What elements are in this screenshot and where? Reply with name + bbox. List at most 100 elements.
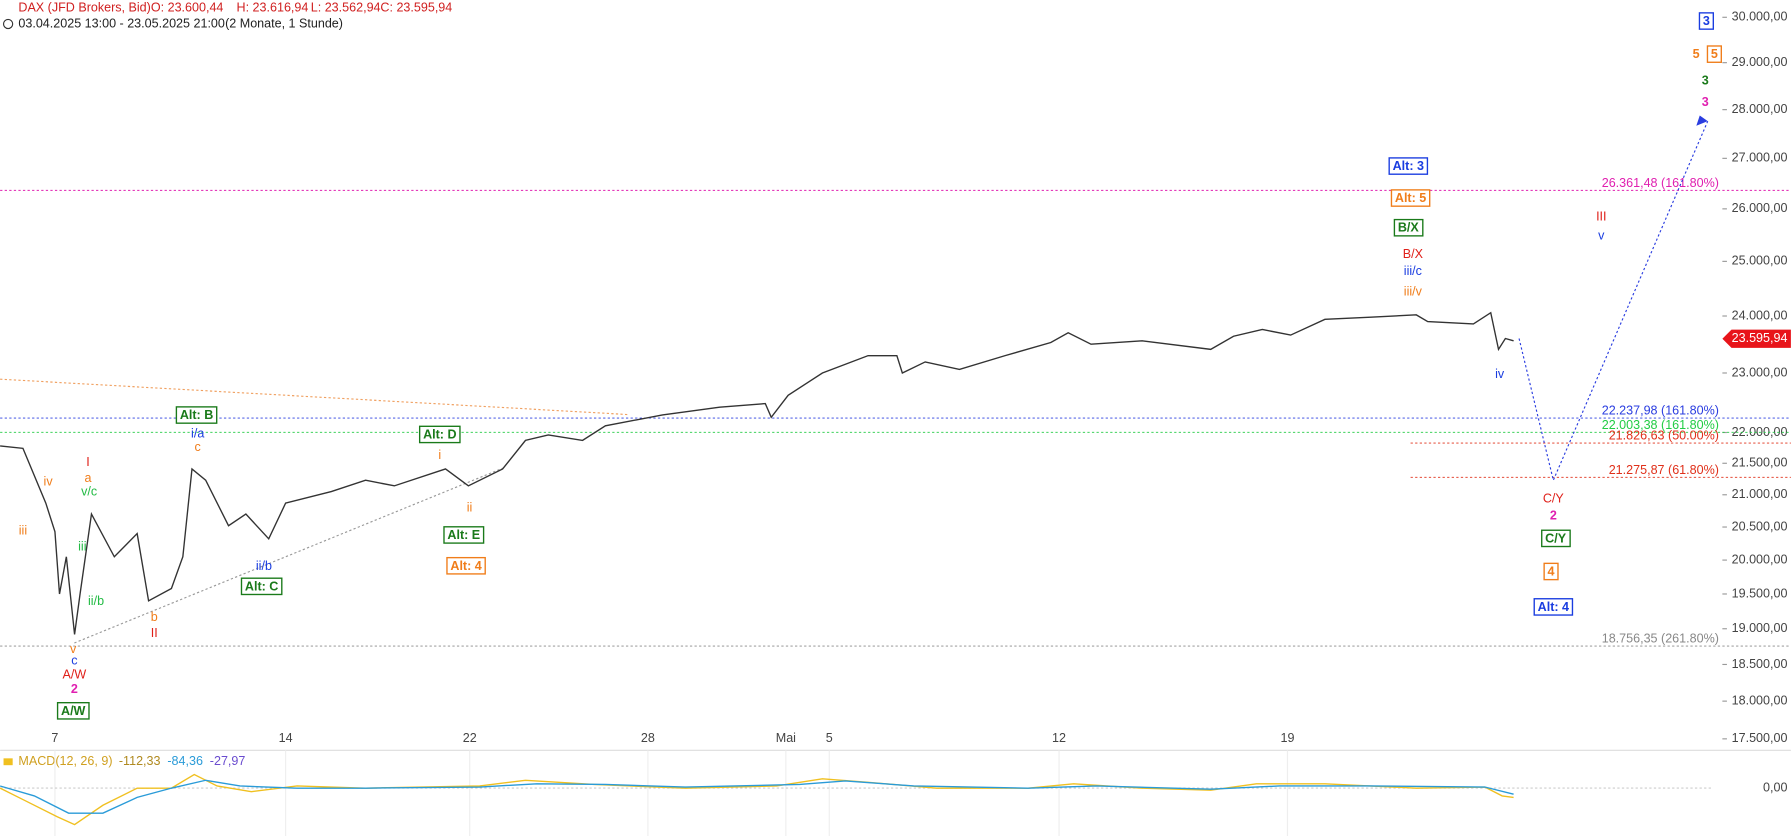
wave-label: 2 (71, 682, 78, 696)
macd-readout: -84,36 (167, 754, 203, 768)
wave-label: iii/c (1404, 264, 1422, 278)
wave-label-box (443, 526, 485, 544)
y-tick-label: 27.000,00 (1732, 151, 1788, 165)
wave-label-boxed: A/W (56, 701, 90, 720)
wave-label-box (1541, 529, 1571, 548)
header-high: H: 23.616,94 (237, 0, 309, 14)
wave-label: b (151, 610, 158, 624)
wave-label-text: B/X (1398, 221, 1420, 235)
y-tick-label: 20.500,00 (1732, 519, 1788, 533)
wave-label-box (175, 406, 218, 424)
wave-label-text: iii/c (1404, 264, 1422, 278)
wave-label-text: i (438, 448, 441, 462)
wave-label: 5 (1693, 47, 1700, 61)
wave-label-text: 5 (1711, 47, 1718, 61)
wave-label: A/W (62, 667, 86, 681)
wave-label: 3 (1702, 95, 1709, 109)
y-tick-label: 25.000,00 (1732, 254, 1788, 268)
wave-label: iii/v (1404, 285, 1423, 299)
wave-label: c (195, 440, 201, 454)
wave-label-text: ii/b (256, 559, 272, 573)
wave-label-boxed: Alt: 4 (446, 556, 486, 575)
wave-label-text: Alt: 4 (450, 559, 481, 573)
wave-label: ii/b (256, 559, 272, 573)
x-tick-label: 7 (51, 731, 58, 745)
y-tick-label: 18.000,00 (1732, 693, 1788, 707)
header-open: O: 23.600,44 (151, 0, 224, 14)
macd-icon (3, 758, 13, 766)
wave-label: iv (1495, 367, 1505, 381)
wave-label-text: 3 (1702, 95, 1709, 109)
price-line (0, 779, 1514, 814)
wave-label-text: iii/v (1404, 285, 1423, 299)
wave-label: iv (44, 474, 54, 488)
wave-label-text: 2 (71, 682, 78, 696)
y-tick-label: 23.000,00 (1732, 365, 1788, 379)
y-tick-label: 26.000,00 (1732, 201, 1788, 215)
y-tick-label: 30.000,00 (1732, 10, 1788, 24)
y-tick-label: 24.000,00 (1732, 308, 1788, 322)
wave-label-text: iii (19, 523, 27, 537)
wave-label-text: Alt: D (423, 427, 456, 441)
projection-arrow (1696, 115, 1708, 126)
wave-label: B/X (1403, 247, 1424, 261)
wave-label-text: 3 (1703, 14, 1710, 28)
wave-label-text: iv (44, 474, 54, 488)
y-tick-label: 19.500,00 (1732, 586, 1788, 600)
wave-label-boxed: 4 (1543, 562, 1559, 581)
wave-label-text: iii (78, 539, 86, 553)
wave-label-boxed: Alt: 4 (1533, 598, 1574, 616)
wave-label-box (1388, 157, 1429, 175)
wave-label: i (438, 448, 441, 462)
macd-title: MACD(12, 26, 9) (18, 754, 112, 768)
price-line (0, 773, 1514, 826)
trend-line (74, 467, 503, 644)
wave-label-text: C/Y (1543, 491, 1565, 505)
wave-label-text: ii/b (88, 594, 104, 608)
header-range: 03.04.2025 13:00 - 23.05.2025 21:00 (18, 16, 225, 30)
wave-label-box (1543, 562, 1559, 581)
wave-label-boxed: B/X (1393, 218, 1424, 237)
wave-label-box (1390, 189, 1431, 207)
wave-label: a (85, 471, 92, 485)
wave-label: iii (78, 539, 86, 553)
header-span: (2 Monate, 1 Stunde) (225, 16, 343, 30)
wave-label-box (240, 577, 283, 596)
wave-label-text: v (1598, 229, 1605, 243)
wave-label-text: Alt: C (245, 579, 278, 593)
wave-label-box (1698, 12, 1714, 30)
wave-label: ii/b (88, 594, 104, 608)
clock-icon (2, 18, 14, 30)
fib-level-label: 22.237,98 (161.80%) (1602, 404, 1719, 418)
wave-label-text: b (151, 610, 158, 624)
x-tick-label: 12 (1052, 731, 1066, 745)
wave-label-boxed: C/Y (1541, 529, 1571, 548)
wave-label-boxed: 3 (1698, 12, 1714, 30)
wave-label-boxed: Alt: 5 (1390, 189, 1431, 207)
wave-label-text: v (70, 642, 77, 656)
wave-label-text: Alt: 4 (1538, 600, 1569, 614)
wave-label-box (1706, 45, 1722, 63)
fib-level-label: 18.756,35 (261.80%) (1602, 631, 1719, 645)
y-tick-label: 29.000,00 (1732, 55, 1788, 69)
header-title: DAX (JFD Brokers, Bid) (18, 0, 150, 14)
x-tick-label: 28 (641, 731, 655, 745)
x-tick-label: 5 (826, 731, 833, 745)
wave-label: C/Y (1543, 491, 1565, 505)
wave-label-text: Alt: 5 (1395, 191, 1426, 205)
x-tick-label: 19 (1280, 731, 1294, 745)
wave-label-boxed: 5 (1706, 45, 1722, 63)
wave-label: III (1596, 209, 1606, 223)
wave-label: I (86, 455, 90, 469)
wave-label-text: iv (1495, 367, 1505, 381)
wave-label-text: 4 (1548, 564, 1555, 578)
x-tick-label: 22 (463, 731, 477, 745)
wave-label: v (70, 642, 77, 656)
wave-label-text: 2 (1550, 509, 1557, 523)
macd-readout: -112,33 (119, 754, 161, 768)
y-tick-label: 21.000,00 (1732, 487, 1788, 501)
macd-tick-label: 0,00 (1763, 780, 1787, 794)
wave-label-boxed: Alt: E (443, 526, 485, 544)
x-tick-label: 14 (279, 731, 293, 745)
